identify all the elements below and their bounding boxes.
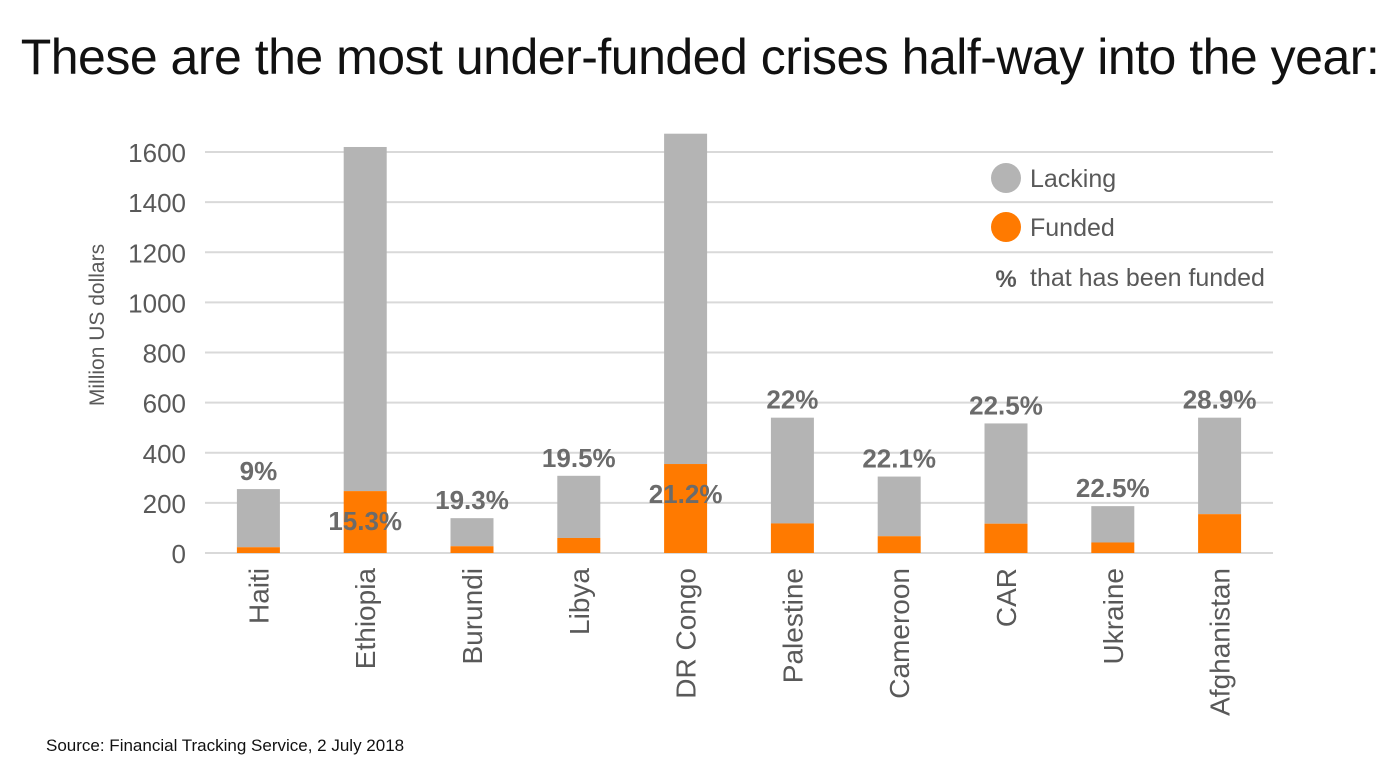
percent-label: 15.3%: [328, 506, 402, 536]
x-tick-label: DR Congo: [671, 568, 702, 699]
bar-funded: [1091, 542, 1135, 553]
x-tick-label: Cameroon: [884, 568, 915, 699]
percent-label: 22.1%: [862, 444, 936, 474]
bar-lacking: [236, 489, 280, 548]
percent-label: 19.5%: [542, 443, 616, 473]
y-tick-label: 200: [143, 489, 186, 519]
percent-label: 9%: [240, 456, 278, 486]
bar-funded: [984, 523, 1028, 553]
x-axis-ticks: Haiti Ethiopia Burundi Libya DR Congo Palesti…: [243, 568, 1235, 716]
x-tick-label: Haiti: [243, 568, 274, 624]
bar-funded: [343, 491, 387, 553]
bar-lacking: [450, 518, 494, 547]
percent-label: 28.9%: [1183, 385, 1257, 415]
y-tick-label: 800: [143, 339, 186, 369]
legend-percent-label: that has been funded: [1030, 264, 1265, 292]
y-tick-label: 1600: [128, 138, 186, 168]
bar-funded: [450, 546, 494, 553]
source-note: Source: Financial Tracking Service, 2 Ju…: [46, 736, 405, 755]
y-tick-label: 400: [143, 439, 186, 469]
percent-label: 22.5%: [1076, 473, 1150, 503]
y-tick-label: 1000: [128, 288, 186, 318]
x-tick-label: Afghanistan: [1205, 568, 1236, 716]
x-tick-label: CAR: [991, 568, 1022, 627]
bar-funded: [557, 537, 601, 553]
y-tick-label: 600: [143, 389, 186, 419]
percent-label: 21.2%: [649, 479, 723, 509]
y-axis-ticks: 0 200 400 600 800 1000 1200 1400 1600: [128, 138, 186, 569]
percent-label: 22%: [766, 385, 818, 415]
bar-lacking: [770, 417, 814, 524]
legend-lacking-marker: [991, 163, 1021, 193]
bar-funded: [1198, 514, 1242, 553]
bar-funded: [770, 523, 814, 553]
x-tick-label: Palestine: [777, 568, 808, 683]
bar-lacking: [557, 475, 601, 538]
y-tick-label: 1200: [128, 238, 186, 268]
bar-lacking: [343, 146, 387, 492]
page-title: These are the most under-funded crises h…: [20, 29, 1380, 85]
percent-label: 19.3%: [435, 485, 509, 515]
bar-lacking: [877, 476, 921, 537]
bar-lacking: [984, 423, 1028, 524]
y-axis-label: Million US dollars: [86, 244, 109, 406]
legend-funded-label: Funded: [1030, 214, 1115, 242]
x-tick-label: Ukraine: [1098, 568, 1129, 664]
x-tick-label: Libya: [564, 568, 595, 635]
y-tick-label: 0: [172, 539, 186, 569]
bar-funded: [664, 464, 708, 553]
legend: Lacking Funded % that has been funded: [991, 163, 1265, 293]
bar-funded: [236, 547, 280, 553]
bar-lacking: [1198, 417, 1242, 515]
legend-lacking-label: Lacking: [1030, 165, 1116, 193]
bars: [236, 133, 1242, 553]
percent-label: 22.5%: [969, 390, 1043, 420]
percent-labels: 9% 15.3% 19.3% 19.5% 21.2% 22% 22.1% 22.5% 22.5%…: [240, 385, 1257, 536]
bar-funded: [877, 536, 921, 553]
bar-lacking: [1091, 506, 1135, 543]
y-tick-label: 1400: [128, 188, 186, 218]
legend-funded-marker: [991, 212, 1021, 242]
x-tick-label: Burundi: [457, 568, 488, 665]
x-tick-label: Ethiopia: [350, 568, 381, 670]
bar-lacking: [664, 133, 708, 465]
legend-percent-marker: %: [995, 266, 1016, 293]
